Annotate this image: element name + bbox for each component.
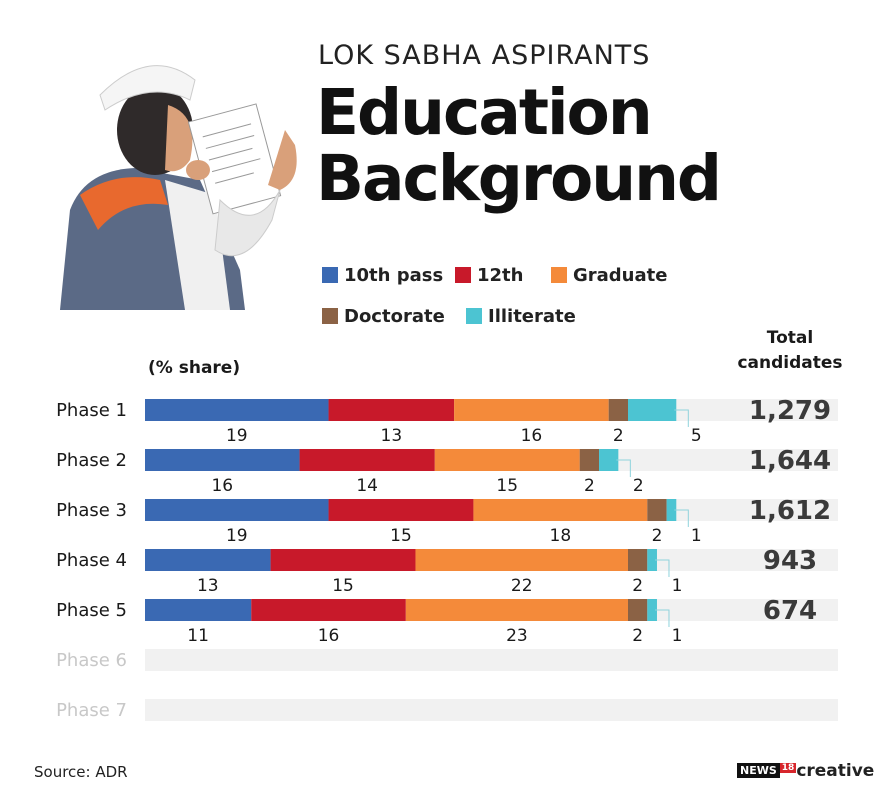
bar-segment [415, 549, 628, 571]
value-label: 2 [632, 576, 643, 596]
value-label: 1 [672, 626, 683, 646]
bar-segment [628, 549, 648, 571]
value-label: 2 [633, 476, 644, 496]
value-label: 15 [390, 526, 412, 546]
bar-segment [145, 449, 300, 471]
value-label: 2 [632, 626, 643, 646]
bar-segment [647, 599, 657, 621]
legend-item-10th-pass: 10th pass [322, 265, 443, 286]
legend-label: 12th [477, 265, 524, 286]
brand-creative: creative [796, 761, 875, 781]
value-label: 2 [584, 476, 595, 496]
legend-item-doctorate: Doctorate [322, 306, 445, 327]
value-label: 16 [211, 476, 233, 496]
total-candidates-value: 1,612 [749, 496, 831, 526]
value-label: 16 [521, 426, 543, 446]
value-connector [674, 509, 689, 527]
phase-label: Phase 3 [56, 500, 127, 521]
bar-segment [647, 549, 657, 571]
bar-segment [251, 599, 406, 621]
legend-swatch [551, 267, 567, 283]
bar-segment [328, 499, 474, 521]
bar-segment [405, 599, 628, 621]
value-label: 5 [691, 426, 702, 446]
bar-segment [666, 499, 677, 521]
bar-segment [628, 599, 648, 621]
bar-segment [454, 399, 609, 421]
legend-label: Doctorate [344, 306, 445, 327]
total-candidates-value: 943 [763, 546, 817, 576]
bar-segment [145, 549, 271, 571]
bar-segment [145, 499, 329, 521]
phase-label: Phase 4 [56, 550, 127, 571]
legend-label: Graduate [573, 265, 668, 286]
value-label: 19 [226, 526, 248, 546]
legend-swatch [322, 308, 338, 324]
value-label: 2 [652, 526, 663, 546]
value-label: 2 [613, 426, 624, 446]
legend-swatch [455, 267, 471, 283]
value-label: 13 [197, 576, 219, 596]
value-connector [654, 609, 670, 627]
bar-track [145, 649, 838, 671]
bar-segment [328, 399, 455, 421]
bar-segment [628, 399, 677, 421]
total-candidates-value: 1,644 [749, 446, 831, 476]
value-label: 19 [226, 426, 248, 446]
bar-segment [608, 399, 628, 421]
value-label: 11 [187, 626, 209, 646]
legend-swatch [466, 308, 482, 324]
brand-18: 18 [779, 763, 797, 773]
title-line-1: Education [316, 76, 653, 149]
bar-segment [270, 549, 416, 571]
unit-note: (% share) [148, 358, 241, 378]
bar-segment [473, 499, 648, 521]
total-header-line-1: Total [766, 328, 814, 348]
bar-segment [145, 399, 329, 421]
legend-item-12th: 12th [455, 265, 523, 286]
total-header-line-2: candidates [737, 353, 843, 373]
phase-label: Phase 7 [56, 700, 127, 721]
value-connector [616, 459, 631, 477]
brand-logo: NEWS 18 creative [737, 761, 874, 781]
value-label: 22 [511, 576, 533, 596]
legend-item-illiterate: Illiterate [466, 306, 576, 327]
legend-label: 10th pass [344, 265, 444, 286]
kicker-text: LOK SABHA ASPIRANTS [318, 40, 651, 71]
value-label: 14 [356, 476, 378, 496]
phase-label: Phase 2 [56, 450, 127, 471]
value-label: 15 [332, 576, 354, 596]
value-label: 15 [496, 476, 518, 496]
value-label: 1 [672, 576, 683, 596]
brand-news: NEWS [737, 763, 780, 778]
phase-label: Phase 5 [56, 600, 127, 621]
bar-segment [145, 599, 252, 621]
legend-label: Illiterate [488, 306, 576, 327]
page-title: Education Background [316, 76, 722, 215]
value-label: 16 [318, 626, 340, 646]
value-connector [674, 409, 689, 427]
title-line-2: Background [316, 142, 722, 215]
legend-item-graduate: Graduate [551, 265, 667, 286]
value-connector [654, 559, 670, 577]
phase-label: Phase 1 [56, 400, 127, 421]
bar-track [145, 699, 838, 721]
total-candidates-header: Total candidates [728, 326, 852, 376]
value-label: 13 [381, 426, 403, 446]
bar-segment [299, 449, 435, 471]
bar-segment [579, 449, 600, 471]
source-note: Source: ADR [34, 763, 128, 781]
total-candidates-value: 1,279 [749, 396, 831, 426]
value-label: 1 [691, 526, 702, 546]
value-label: 23 [506, 626, 528, 646]
bar-segment [599, 449, 619, 471]
legend-swatch [322, 267, 338, 283]
candidate-illustration [60, 65, 297, 310]
bar-segment [647, 499, 667, 521]
total-candidates-value: 674 [763, 596, 817, 626]
bar-segment [434, 449, 580, 471]
value-label: 18 [550, 526, 572, 546]
phase-label: Phase 6 [56, 650, 127, 671]
